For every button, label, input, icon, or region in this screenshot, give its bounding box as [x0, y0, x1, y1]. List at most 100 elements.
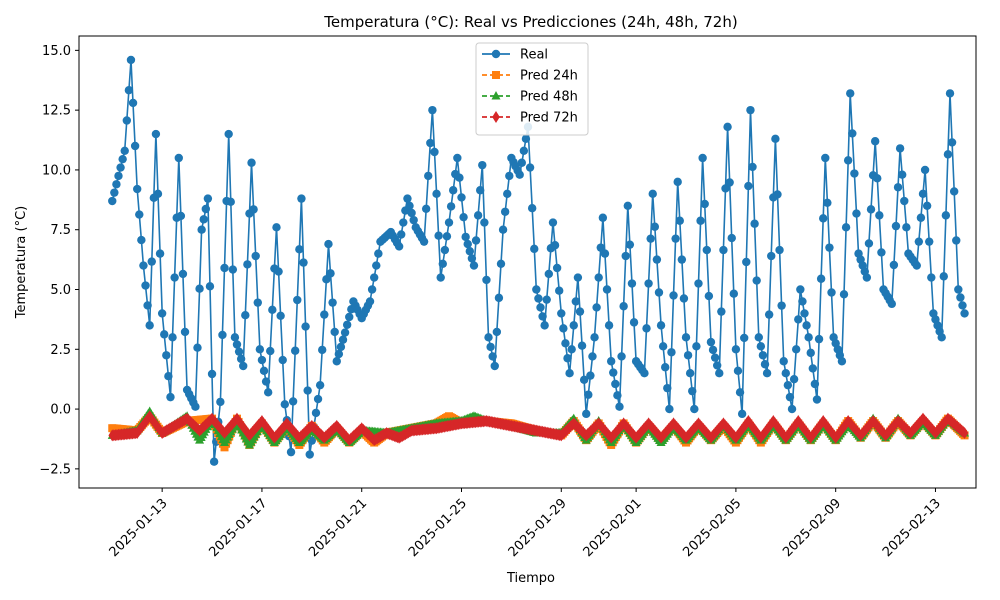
series-point	[174, 153, 183, 163]
series-point	[448, 186, 458, 195]
series-point	[727, 233, 736, 243]
series-point	[735, 388, 745, 397]
legend-label: Pred 24h	[520, 69, 578, 84]
series-point	[482, 275, 491, 285]
series-point	[313, 394, 323, 404]
series-point	[155, 249, 165, 258]
series-point	[721, 184, 730, 193]
x-tick-label: 2025-01-17	[206, 496, 270, 560]
series-point	[758, 351, 768, 360]
legend-box	[475, 42, 589, 136]
series-point	[272, 223, 281, 232]
series-point	[540, 321, 549, 330]
series-point	[318, 345, 327, 355]
series-point	[118, 154, 127, 164]
series-point	[675, 216, 684, 225]
series-point	[806, 348, 815, 358]
series-point	[126, 55, 136, 65]
series-point	[199, 215, 208, 224]
series-point	[627, 279, 637, 288]
series-point	[685, 369, 695, 378]
series-point	[216, 397, 225, 407]
series-point	[800, 309, 809, 318]
legend-marker	[491, 49, 501, 59]
series-point	[484, 333, 493, 342]
series-point	[582, 409, 591, 419]
y-axis-label: Temperatura (°C)	[14, 206, 29, 319]
series-point	[679, 294, 689, 303]
series-point	[729, 289, 739, 298]
series-point	[332, 357, 341, 366]
series-point	[779, 357, 788, 366]
series-point	[110, 188, 119, 197]
series-point	[927, 273, 936, 282]
series-point	[613, 391, 622, 400]
series-point	[444, 218, 454, 227]
series-point	[397, 230, 406, 239]
series-point	[486, 342, 495, 352]
series-point	[170, 273, 179, 282]
series-point	[731, 345, 741, 354]
series-point	[642, 324, 651, 333]
x-axis-label: Tiempo	[506, 571, 555, 586]
series-point	[756, 342, 766, 351]
series-point	[374, 249, 383, 258]
series-point	[288, 397, 298, 406]
series-point	[960, 309, 969, 318]
series-point	[850, 169, 859, 178]
series-point	[667, 348, 676, 357]
series-point	[367, 285, 377, 294]
series-point	[873, 174, 882, 183]
series-point	[191, 402, 200, 411]
series-point	[224, 129, 233, 139]
series-point	[700, 199, 709, 209]
series-point	[777, 301, 786, 310]
series-point	[812, 395, 822, 404]
series-point	[710, 353, 720, 362]
series-point	[785, 392, 795, 402]
series-point	[500, 207, 510, 216]
y-tick-label: 0.0	[50, 403, 71, 418]
series-point	[775, 245, 784, 255]
series-point	[895, 144, 905, 153]
series-point	[461, 232, 470, 242]
series-point	[176, 211, 186, 221]
series-real	[108, 55, 969, 466]
series-point	[544, 269, 554, 279]
series-point	[947, 138, 957, 147]
series-point	[166, 392, 175, 402]
series-point	[434, 231, 443, 240]
series-point	[147, 257, 156, 266]
series-point	[139, 261, 148, 270]
series-point	[228, 265, 238, 274]
series-point	[609, 368, 618, 377]
series-point	[937, 333, 946, 342]
series-point	[619, 302, 628, 311]
series-point	[787, 404, 797, 414]
series-point	[453, 153, 462, 163]
series-point	[559, 324, 568, 333]
series-point	[877, 248, 886, 257]
y-tick-label: 15.0	[42, 44, 71, 59]
series-point	[241, 311, 250, 320]
series-point	[648, 189, 657, 199]
series-point	[122, 116, 132, 125]
series-point	[796, 285, 805, 294]
series-point	[719, 245, 728, 255]
series-point	[326, 269, 335, 278]
legend-marker	[492, 71, 500, 79]
series-point	[852, 209, 861, 218]
series-point	[925, 237, 934, 246]
series-point	[625, 240, 635, 249]
series-point	[141, 281, 150, 290]
x-tick-label: 2025-02-05	[680, 496, 744, 560]
series-point	[157, 309, 167, 318]
series-point	[207, 369, 217, 379]
series-point	[887, 299, 897, 309]
series-point	[193, 343, 202, 352]
series-point	[945, 89, 955, 98]
series-point	[162, 351, 171, 360]
series-point	[567, 345, 576, 354]
series-point	[717, 307, 726, 316]
series-point	[399, 218, 408, 227]
